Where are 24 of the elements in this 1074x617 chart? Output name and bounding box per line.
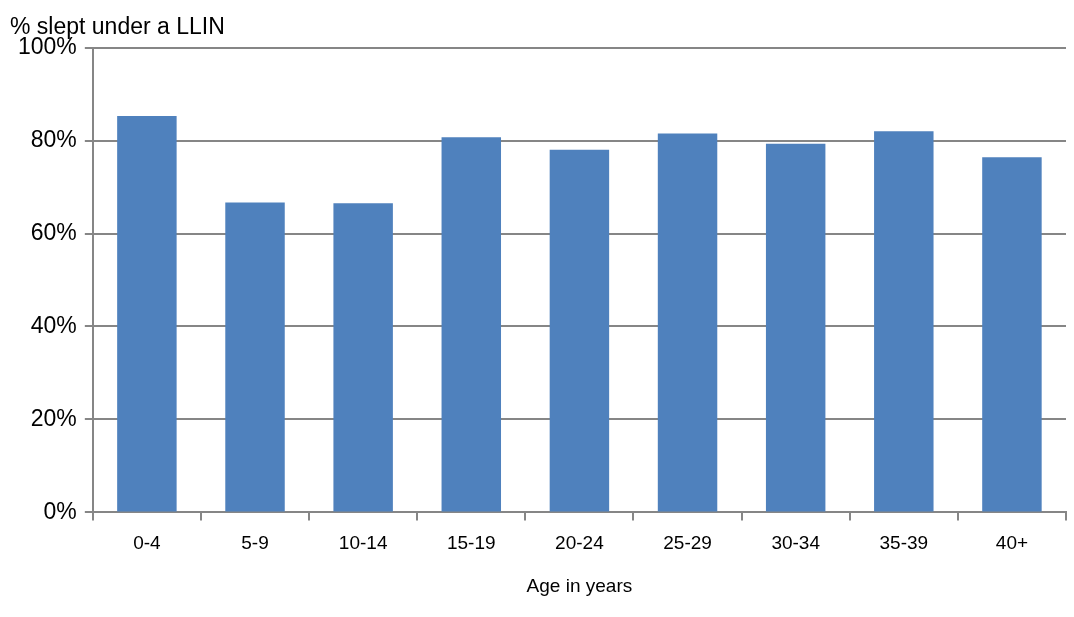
x-tick-label: 0-4 — [133, 532, 162, 554]
x-tick-label: 5-9 — [241, 532, 269, 554]
bar — [333, 203, 393, 512]
y-tick-label: 80% — [30, 125, 77, 152]
bar — [117, 115, 177, 512]
x-tick-label: 30-34 — [771, 532, 821, 554]
bar — [549, 149, 610, 512]
bar — [657, 133, 718, 512]
bar — [765, 143, 826, 512]
x-tick-label: 40+ — [995, 532, 1029, 554]
bar — [441, 137, 502, 512]
x-tick-label: 20-24 — [555, 532, 605, 554]
x-tick-label: 35-39 — [879, 532, 929, 554]
x-tick-label: 25-29 — [663, 532, 712, 554]
y-tick-label: 40% — [30, 311, 77, 338]
y-tick-label: 20% — [30, 404, 77, 431]
bar — [982, 157, 1042, 512]
y-tick-label: 0% — [43, 497, 77, 524]
x-tick-label: 10-14 — [338, 532, 388, 554]
y-tick-label: 60% — [30, 218, 77, 245]
x-tick-label: 15-19 — [446, 532, 496, 554]
bar — [874, 131, 934, 512]
x-axis-title: Age in years — [526, 574, 633, 596]
bar — [225, 202, 285, 512]
